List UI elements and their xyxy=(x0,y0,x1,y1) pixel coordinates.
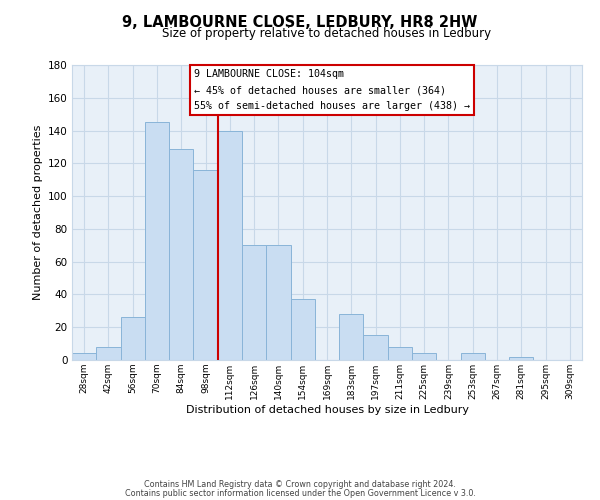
Bar xyxy=(266,246,290,360)
Text: 9, LAMBOURNE CLOSE, LEDBURY, HR8 2HW: 9, LAMBOURNE CLOSE, LEDBURY, HR8 2HW xyxy=(122,15,478,30)
Bar xyxy=(242,246,266,360)
Text: 9 LAMBOURNE CLOSE: 104sqm
← 45% of detached houses are smaller (364)
55% of semi: 9 LAMBOURNE CLOSE: 104sqm ← 45% of detac… xyxy=(194,70,470,110)
Title: Size of property relative to detached houses in Ledbury: Size of property relative to detached ho… xyxy=(163,27,491,40)
Bar xyxy=(339,314,364,360)
Bar xyxy=(96,347,121,360)
Bar xyxy=(145,122,169,360)
Text: Contains public sector information licensed under the Open Government Licence v : Contains public sector information licen… xyxy=(125,488,475,498)
Bar xyxy=(364,336,388,360)
Bar xyxy=(388,347,412,360)
Bar xyxy=(412,354,436,360)
Bar xyxy=(509,356,533,360)
Bar xyxy=(218,130,242,360)
Bar xyxy=(72,354,96,360)
Bar xyxy=(169,148,193,360)
Bar xyxy=(461,354,485,360)
Y-axis label: Number of detached properties: Number of detached properties xyxy=(32,125,43,300)
Bar xyxy=(193,170,218,360)
Bar xyxy=(121,318,145,360)
Bar xyxy=(290,300,315,360)
Text: Contains HM Land Registry data © Crown copyright and database right 2024.: Contains HM Land Registry data © Crown c… xyxy=(144,480,456,489)
X-axis label: Distribution of detached houses by size in Ledbury: Distribution of detached houses by size … xyxy=(185,404,469,414)
